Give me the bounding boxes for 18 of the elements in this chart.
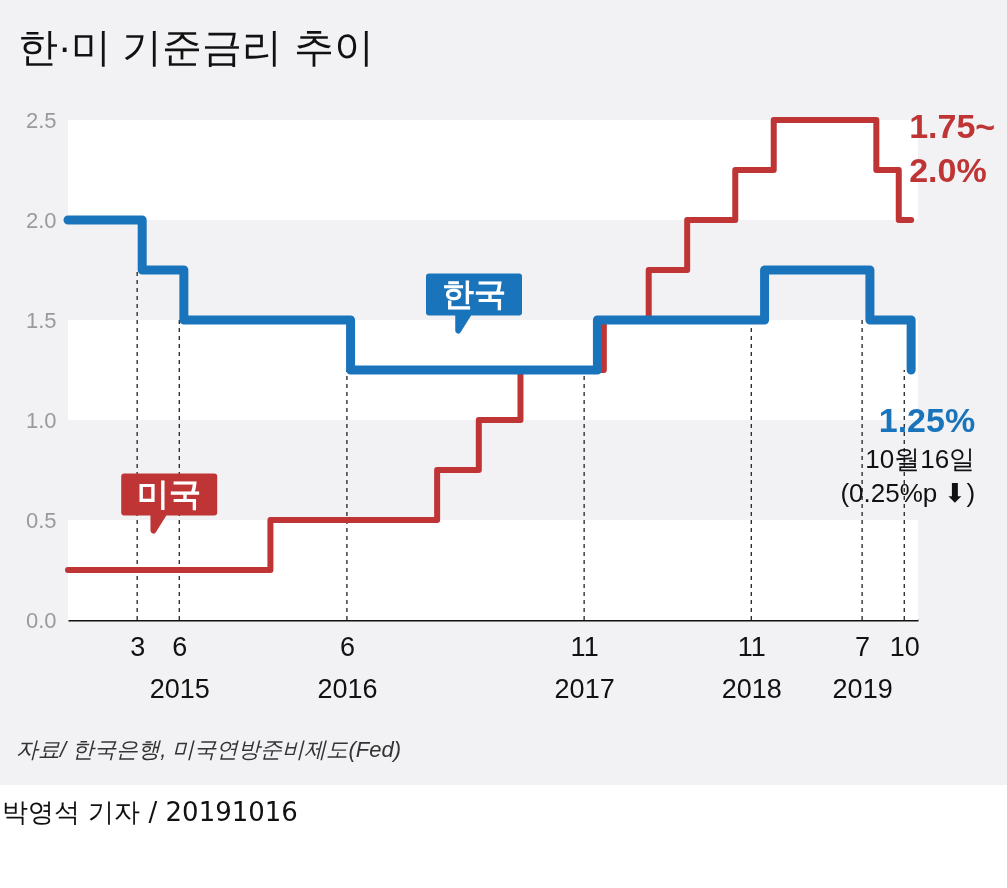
text: 박영석 기자 / 20191016 [1,796,299,829]
chart-title: 한·미 기준금리 추이 [18,25,374,69]
x-tick-label: 11 2017 [554,631,615,704]
annotation: 1.25% 10월16일 (0.25%p ⬇) [840,401,976,508]
x-tick-label: 11 2018 [721,631,782,704]
x-tick-label: 3 [130,631,146,662]
x-tick-label: 6 2016 [317,631,378,704]
y-tick-label: 2.5 [25,107,57,133]
y-tick-label: 0.0 [25,607,57,633]
y-tick-label: 1.5 [25,307,57,333]
y-tick-label: 2.0 [25,207,57,233]
series-label: 한국 [441,276,506,312]
text: 자료/ 한국은행, 미국연방준비제도(Fed) [16,737,402,762]
x-tick-label: 6 2015 [149,631,210,704]
series-label: 미국 [137,476,202,512]
y-tick-label: 1.0 [25,407,57,433]
y-tick-label: 0.5 [25,507,57,533]
annotation: 1.75~ 2.0% [909,107,996,189]
